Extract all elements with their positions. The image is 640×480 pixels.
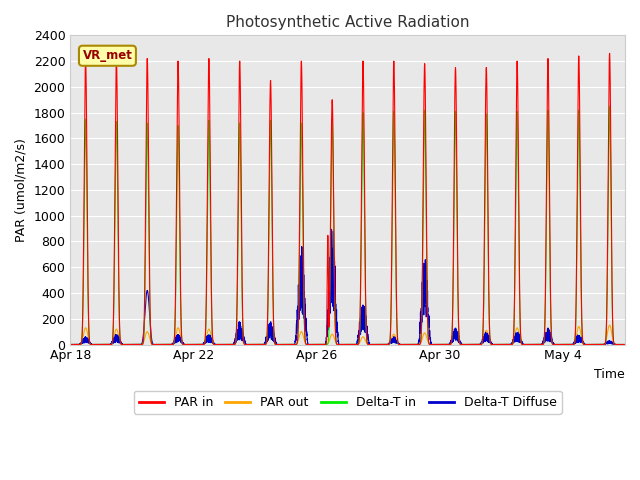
Y-axis label: PAR (umol/m2/s): PAR (umol/m2/s)	[15, 138, 28, 242]
Text: VR_met: VR_met	[83, 49, 132, 62]
Title: Photosynthetic Active Radiation: Photosynthetic Active Radiation	[226, 15, 469, 30]
Legend: PAR in, PAR out, Delta-T in, Delta-T Diffuse: PAR in, PAR out, Delta-T in, Delta-T Dif…	[134, 391, 562, 414]
X-axis label: Time: Time	[595, 368, 625, 381]
